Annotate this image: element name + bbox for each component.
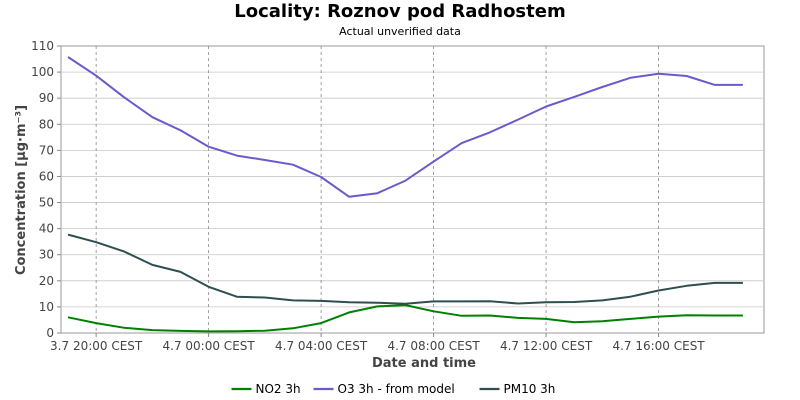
y-tick-label: 90: [39, 91, 54, 105]
x-tick-label: 4.7 00:00 CEST: [163, 339, 256, 353]
plot-area: [60, 45, 765, 334]
x-tick-label: 4.7 12:00 CEST: [500, 339, 593, 353]
x-tick-label: 4.7 04:00 CEST: [275, 339, 368, 353]
series-line-no2: [67, 304, 743, 333]
y-tick-label: 40: [39, 222, 54, 236]
legend-label-no2: NO2 3h: [256, 382, 301, 396]
x-axis-title: Date and time: [372, 356, 476, 371]
legend: NO2 3h O3 3h - from model PM10 3h: [231, 382, 556, 396]
legend-label-pm10: PM10 3h: [504, 382, 556, 396]
y-tick-label: 10: [39, 300, 54, 314]
y-tick-label: 0: [46, 326, 54, 340]
chart-title: Locality: Roznov pod Radhostem: [234, 1, 565, 22]
x-tick-label: 4.7 08:00 CEST: [387, 339, 480, 353]
series-lines: [67, 56, 743, 333]
y-tick-label: 50: [39, 196, 54, 210]
y-tick-label: 30: [39, 248, 54, 262]
chart-subtitle: Actual unverified data: [339, 25, 461, 38]
x-tick-label: 4.7 16:00 CEST: [612, 339, 705, 353]
x-axis-ticks: 3.7 20:00 CEST 4.7 00:00 CEST 4.7 04:00 CE…: [50, 333, 705, 353]
x-tick-label: 3.7 20:00 CEST: [50, 339, 143, 353]
y-axis-ticks: 0 10 20 30 40 50 60 70 80 90 100 110: [31, 39, 61, 340]
y-tick-label: 70: [39, 143, 54, 157]
y-tick-label: 60: [39, 169, 54, 183]
series-line-pm10: [67, 233, 743, 305]
y-tick-label: 100: [31, 65, 54, 79]
series-line-o3: [67, 56, 743, 198]
y-tick-label: 110: [31, 39, 54, 53]
y-tick-label: 80: [39, 117, 54, 131]
y-axis-title: Concentration [µg·m⁻³]: [14, 105, 29, 275]
gridlines: [61, 46, 764, 333]
legend-label-o3: O3 3h - from model: [338, 382, 455, 396]
y-tick-label: 20: [39, 274, 54, 288]
